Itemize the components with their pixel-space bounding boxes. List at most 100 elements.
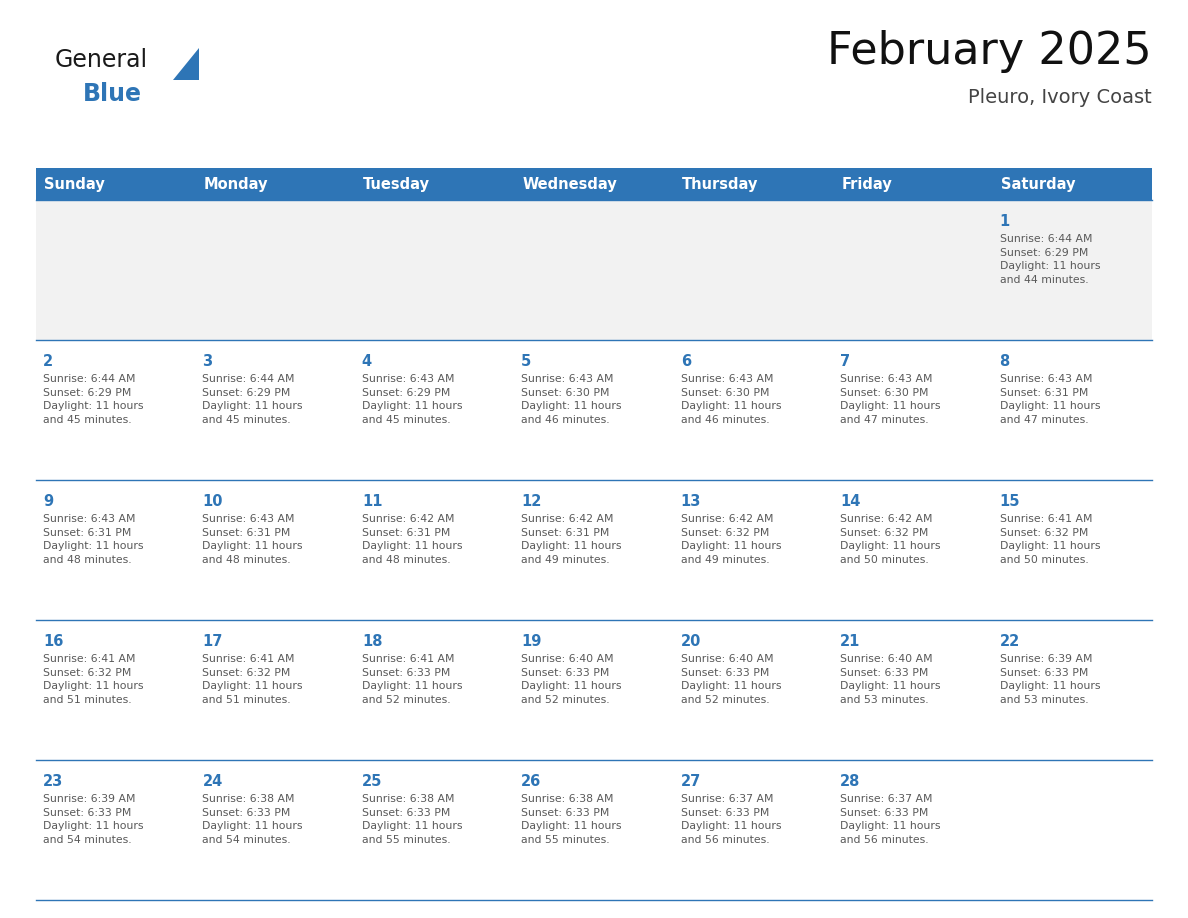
Bar	[514, 480, 674, 620]
Text: Sunrise: 6:38 AM
Sunset: 6:33 PM
Daylight: 11 hours
and 55 minutes.: Sunrise: 6:38 AM Sunset: 6:33 PM Dayligh…	[362, 794, 462, 845]
Bar	[355, 200, 514, 340]
Text: Sunrise: 6:40 AM
Sunset: 6:33 PM
Daylight: 11 hours
and 52 minutes.: Sunrise: 6:40 AM Sunset: 6:33 PM Dayligh…	[522, 654, 621, 705]
Text: 6: 6	[681, 354, 691, 369]
Bar	[674, 200, 833, 340]
Text: 28: 28	[840, 774, 860, 789]
Text: February 2025: February 2025	[827, 30, 1152, 73]
Text: Sunrise: 6:44 AM
Sunset: 6:29 PM
Daylight: 11 hours
and 44 minutes.: Sunrise: 6:44 AM Sunset: 6:29 PM Dayligh…	[999, 234, 1100, 285]
Bar	[992, 340, 1152, 480]
Bar	[674, 620, 833, 760]
Bar	[833, 168, 992, 200]
Text: 11: 11	[362, 494, 383, 509]
Text: 15: 15	[999, 494, 1020, 509]
Text: Friday: Friday	[841, 176, 892, 192]
Text: Pleuro, Ivory Coast: Pleuro, Ivory Coast	[968, 88, 1152, 107]
Bar	[36, 480, 196, 620]
Bar	[992, 760, 1152, 900]
Bar	[992, 620, 1152, 760]
Text: Sunrise: 6:38 AM
Sunset: 6:33 PM
Daylight: 11 hours
and 55 minutes.: Sunrise: 6:38 AM Sunset: 6:33 PM Dayligh…	[522, 794, 621, 845]
Text: 10: 10	[202, 494, 223, 509]
Text: 5: 5	[522, 354, 531, 369]
Text: 14: 14	[840, 494, 860, 509]
Bar	[36, 340, 196, 480]
Text: Blue: Blue	[83, 82, 143, 106]
Bar	[992, 480, 1152, 620]
Text: 9: 9	[43, 494, 53, 509]
Bar	[355, 340, 514, 480]
Text: Tuesday: Tuesday	[362, 176, 430, 192]
Bar	[833, 760, 992, 900]
Bar	[992, 168, 1152, 200]
Text: Sunrise: 6:38 AM
Sunset: 6:33 PM
Daylight: 11 hours
and 54 minutes.: Sunrise: 6:38 AM Sunset: 6:33 PM Dayligh…	[202, 794, 303, 845]
Text: Sunrise: 6:39 AM
Sunset: 6:33 PM
Daylight: 11 hours
and 53 minutes.: Sunrise: 6:39 AM Sunset: 6:33 PM Dayligh…	[999, 654, 1100, 705]
Text: 26: 26	[522, 774, 542, 789]
Text: Sunrise: 6:37 AM
Sunset: 6:33 PM
Daylight: 11 hours
and 56 minutes.: Sunrise: 6:37 AM Sunset: 6:33 PM Dayligh…	[840, 794, 941, 845]
Text: 18: 18	[362, 634, 383, 649]
Text: General: General	[55, 48, 148, 72]
Bar	[355, 168, 514, 200]
Text: 4: 4	[362, 354, 372, 369]
Bar	[992, 200, 1152, 340]
Text: Sunrise: 6:43 AM
Sunset: 6:31 PM
Daylight: 11 hours
and 48 minutes.: Sunrise: 6:43 AM Sunset: 6:31 PM Dayligh…	[43, 514, 144, 565]
Polygon shape	[173, 48, 200, 80]
Bar	[514, 760, 674, 900]
Text: Sunrise: 6:43 AM
Sunset: 6:30 PM
Daylight: 11 hours
and 46 minutes.: Sunrise: 6:43 AM Sunset: 6:30 PM Dayligh…	[522, 374, 621, 425]
Text: Sunrise: 6:43 AM
Sunset: 6:31 PM
Daylight: 11 hours
and 47 minutes.: Sunrise: 6:43 AM Sunset: 6:31 PM Dayligh…	[999, 374, 1100, 425]
Text: Sunrise: 6:41 AM
Sunset: 6:33 PM
Daylight: 11 hours
and 52 minutes.: Sunrise: 6:41 AM Sunset: 6:33 PM Dayligh…	[362, 654, 462, 705]
Bar	[355, 760, 514, 900]
Text: 21: 21	[840, 634, 860, 649]
Bar	[833, 480, 992, 620]
Text: 7: 7	[840, 354, 851, 369]
Bar	[36, 760, 196, 900]
Text: 19: 19	[522, 634, 542, 649]
Bar	[355, 480, 514, 620]
Bar	[36, 620, 196, 760]
Bar	[674, 340, 833, 480]
Text: 3: 3	[202, 354, 213, 369]
Bar	[514, 340, 674, 480]
Text: 13: 13	[681, 494, 701, 509]
Bar	[674, 760, 833, 900]
Text: Sunrise: 6:40 AM
Sunset: 6:33 PM
Daylight: 11 hours
and 52 minutes.: Sunrise: 6:40 AM Sunset: 6:33 PM Dayligh…	[681, 654, 782, 705]
Bar	[514, 620, 674, 760]
Text: Sunrise: 6:43 AM
Sunset: 6:30 PM
Daylight: 11 hours
and 46 minutes.: Sunrise: 6:43 AM Sunset: 6:30 PM Dayligh…	[681, 374, 782, 425]
Text: 20: 20	[681, 634, 701, 649]
Text: 25: 25	[362, 774, 383, 789]
Text: Sunrise: 6:44 AM
Sunset: 6:29 PM
Daylight: 11 hours
and 45 minutes.: Sunrise: 6:44 AM Sunset: 6:29 PM Dayligh…	[202, 374, 303, 425]
Text: 24: 24	[202, 774, 222, 789]
Text: 16: 16	[43, 634, 63, 649]
Text: 22: 22	[999, 634, 1019, 649]
Text: Sunrise: 6:41 AM
Sunset: 6:32 PM
Daylight: 11 hours
and 50 minutes.: Sunrise: 6:41 AM Sunset: 6:32 PM Dayligh…	[999, 514, 1100, 565]
Text: 8: 8	[999, 354, 1010, 369]
Text: Sunrise: 6:42 AM
Sunset: 6:32 PM
Daylight: 11 hours
and 50 minutes.: Sunrise: 6:42 AM Sunset: 6:32 PM Dayligh…	[840, 514, 941, 565]
Bar	[674, 168, 833, 200]
Bar	[36, 168, 196, 200]
Text: Sunrise: 6:43 AM
Sunset: 6:31 PM
Daylight: 11 hours
and 48 minutes.: Sunrise: 6:43 AM Sunset: 6:31 PM Dayligh…	[202, 514, 303, 565]
Text: 17: 17	[202, 634, 223, 649]
Text: Sunrise: 6:43 AM
Sunset: 6:29 PM
Daylight: 11 hours
and 45 minutes.: Sunrise: 6:43 AM Sunset: 6:29 PM Dayligh…	[362, 374, 462, 425]
Text: Sunday: Sunday	[44, 176, 105, 192]
Text: Monday: Monday	[203, 176, 268, 192]
Bar	[355, 620, 514, 760]
Bar	[36, 200, 196, 340]
Text: Wednesday: Wednesday	[523, 176, 617, 192]
Text: Sunrise: 6:42 AM
Sunset: 6:32 PM
Daylight: 11 hours
and 49 minutes.: Sunrise: 6:42 AM Sunset: 6:32 PM Dayligh…	[681, 514, 782, 565]
Text: Sunrise: 6:42 AM
Sunset: 6:31 PM
Daylight: 11 hours
and 49 minutes.: Sunrise: 6:42 AM Sunset: 6:31 PM Dayligh…	[522, 514, 621, 565]
Bar	[514, 168, 674, 200]
Bar	[196, 168, 355, 200]
Text: 27: 27	[681, 774, 701, 789]
Bar	[196, 200, 355, 340]
Bar	[514, 200, 674, 340]
Bar	[196, 620, 355, 760]
Text: 23: 23	[43, 774, 63, 789]
Text: 12: 12	[522, 494, 542, 509]
Bar	[833, 620, 992, 760]
Text: Sunrise: 6:42 AM
Sunset: 6:31 PM
Daylight: 11 hours
and 48 minutes.: Sunrise: 6:42 AM Sunset: 6:31 PM Dayligh…	[362, 514, 462, 565]
Text: Sunrise: 6:41 AM
Sunset: 6:32 PM
Daylight: 11 hours
and 51 minutes.: Sunrise: 6:41 AM Sunset: 6:32 PM Dayligh…	[43, 654, 144, 705]
Text: 1: 1	[999, 214, 1010, 229]
Bar	[196, 760, 355, 900]
Text: 2: 2	[43, 354, 53, 369]
Bar	[196, 340, 355, 480]
Text: Sunrise: 6:44 AM
Sunset: 6:29 PM
Daylight: 11 hours
and 45 minutes.: Sunrise: 6:44 AM Sunset: 6:29 PM Dayligh…	[43, 374, 144, 425]
Text: Sunrise: 6:41 AM
Sunset: 6:32 PM
Daylight: 11 hours
and 51 minutes.: Sunrise: 6:41 AM Sunset: 6:32 PM Dayligh…	[202, 654, 303, 705]
